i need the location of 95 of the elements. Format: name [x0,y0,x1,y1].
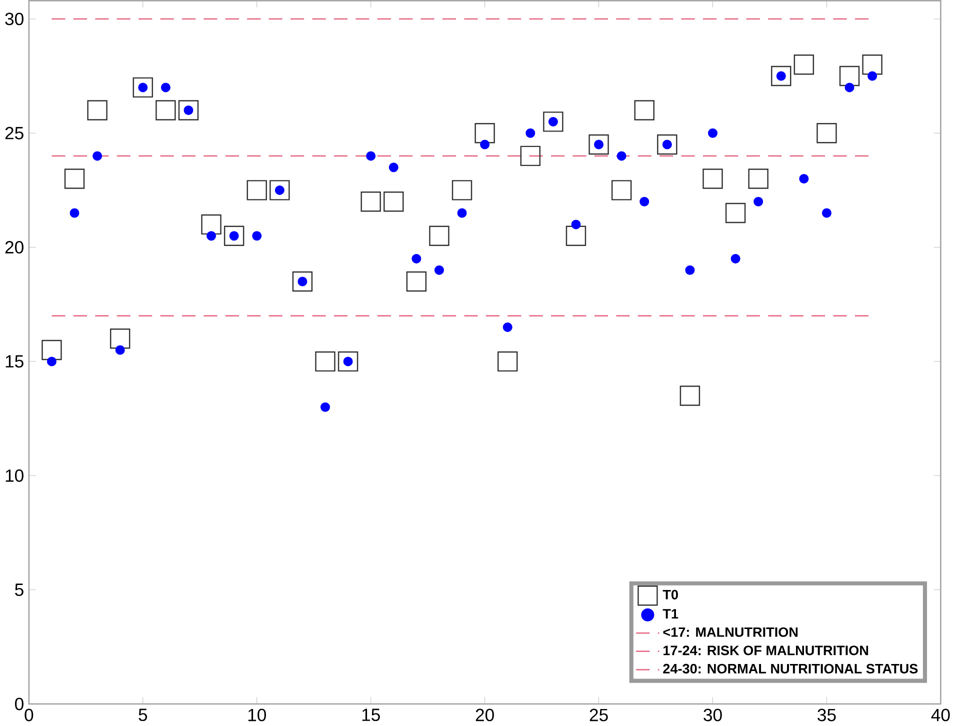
point [160,82,170,92]
point [366,151,376,161]
point [680,386,700,406]
point [338,351,358,372]
point [474,123,495,144]
x-tick-label: 30 [704,708,722,722]
point [320,402,330,412]
point [862,54,882,75]
point [201,214,222,235]
y-tick-label: 25 [5,126,24,140]
point [799,174,809,184]
point [178,100,199,120]
point [794,54,814,75]
point [452,180,472,200]
point [138,82,148,92]
point [566,226,586,246]
point [594,140,604,150]
point [64,168,85,189]
point [224,226,244,246]
point [270,180,290,200]
point [406,272,427,292]
point [662,140,672,150]
x-tick-label: 35 [818,708,836,722]
point [156,100,176,120]
point [640,196,650,206]
point [611,180,632,200]
point [822,208,832,218]
point [229,231,239,241]
point [110,328,130,349]
point [252,231,262,241]
legend-label: 24-30: NORMAL NUTRITIONAL STATUS [663,664,918,674]
legend-label: 17-24: RISK OF MALNUTRITION [664,646,868,656]
point [839,66,860,86]
point [771,66,792,86]
legend-label: <17: MALNUTRITION [663,627,798,638]
point [685,265,695,275]
point [571,220,581,230]
point [702,168,723,189]
point [844,82,854,92]
point [816,123,837,144]
point [730,254,740,264]
point [412,254,422,264]
point [708,128,718,138]
point [457,208,467,218]
point [92,151,102,161]
x-tick-label: 0 [24,708,34,722]
point [87,100,108,120]
point [657,134,678,155]
point [502,322,512,332]
point [429,226,450,246]
point [543,112,564,132]
legend-label: T1 [662,609,678,619]
point [388,162,398,172]
x-tick-label: 15 [362,708,380,722]
point [274,186,284,196]
y-tick-label: 5 [15,584,24,596]
point [754,196,764,206]
point [520,146,540,166]
point [526,128,536,138]
point [588,134,609,155]
point [748,168,768,189]
y-tick-label: 30 [5,12,24,26]
x-tick-label: 10 [248,708,266,722]
point [616,151,626,161]
y-tick-label: 10 [6,469,24,482]
point [434,265,444,275]
point [115,345,125,355]
point [384,192,404,212]
point [548,117,558,127]
x-tick-label: 25 [590,708,608,722]
point [184,106,194,116]
y-tick-label: 0 [15,698,24,710]
point [246,180,267,200]
point [776,71,786,81]
point [634,100,654,120]
point [70,208,80,218]
point [298,276,308,286]
point [343,356,353,366]
point [480,140,490,150]
x-tick-label: 40 [931,708,950,722]
point [42,340,62,360]
point [725,203,746,224]
x-tick-label: 20 [476,708,494,722]
point [132,77,154,98]
point [292,272,313,292]
point [315,351,336,372]
y-tick-label: 20 [5,241,24,254]
point [206,231,216,241]
point [360,192,381,212]
legend-label: T0 [662,590,678,600]
y-tick-label: 15 [6,355,24,368]
x-tick-label: 5 [138,708,148,722]
point [868,71,878,81]
point [497,351,518,372]
point [46,356,56,366]
